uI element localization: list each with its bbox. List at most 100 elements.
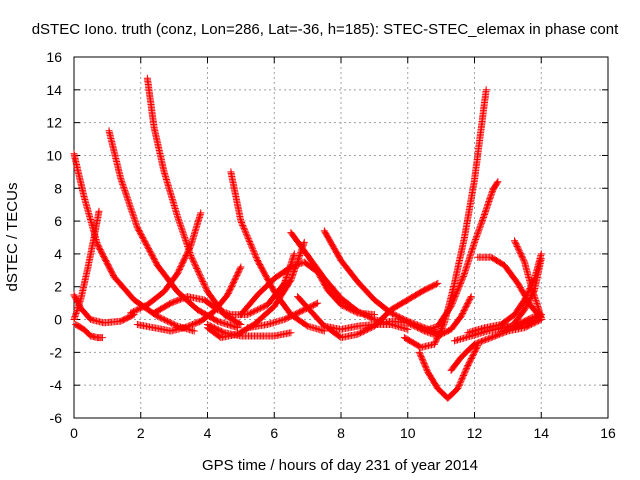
data-point [75, 323, 77, 326]
x-tick-label: 16 [600, 425, 616, 441]
data-point [437, 282, 439, 284]
x-tick-label: 8 [337, 425, 345, 441]
data-series [70, 74, 545, 402]
data-point [373, 318, 375, 321]
tick-marks [73, 56, 609, 419]
data-point [373, 314, 375, 316]
data-point [517, 282, 519, 284]
data-point [407, 328, 409, 330]
data-point [524, 309, 526, 311]
x-tick-label: 10 [400, 425, 416, 441]
data-point [327, 289, 329, 291]
y-tick-label: 12 [46, 115, 62, 131]
x-axis-title: GPS time / hours of day 231 of year 2014 [202, 457, 478, 474]
data-point [273, 335, 275, 337]
data-point [290, 332, 292, 334]
y-tick-label: 0 [54, 312, 62, 328]
data-point [490, 337, 492, 339]
data-point [483, 327, 486, 329]
series-5 [105, 127, 241, 332]
data-point [156, 315, 158, 317]
data-point [93, 236, 95, 239]
data-point [257, 259, 259, 262]
data-point [247, 327, 249, 329]
data-point [443, 322, 446, 324]
data-point [407, 299, 409, 301]
data-point [133, 299, 135, 301]
data-point [108, 130, 110, 132]
y-tick-label: -4 [50, 377, 63, 393]
data-point [447, 397, 449, 399]
data-point [206, 327, 209, 329]
data-point [240, 220, 242, 222]
data-point [170, 330, 172, 332]
data-point [403, 337, 405, 339]
data-point [323, 277, 325, 280]
data-point [323, 330, 325, 332]
data-point [240, 266, 242, 268]
series-29 [497, 311, 545, 332]
data-point [290, 266, 292, 268]
data-point [206, 291, 209, 293]
data-point [300, 310, 302, 312]
data-point [153, 312, 155, 314]
data-point [540, 258, 542, 260]
data-point [457, 387, 459, 390]
data-point [273, 291, 275, 293]
data-point [420, 346, 422, 348]
data-point [96, 243, 98, 245]
data-point [307, 254, 309, 257]
data-point [193, 330, 195, 332]
series-21 [415, 342, 482, 402]
data-point [156, 264, 158, 266]
data-point [103, 322, 105, 324]
x-tick-label: 6 [270, 425, 278, 441]
series-3 [70, 207, 103, 323]
data-point [236, 327, 239, 329]
data-point [463, 236, 466, 239]
data-point [200, 212, 202, 214]
x-tick-label: 2 [137, 425, 145, 441]
data-point [390, 320, 392, 322]
data-point [540, 253, 542, 255]
x-tick-label: 4 [204, 425, 212, 441]
data-point [450, 369, 452, 371]
data-point [418, 351, 420, 353]
data-point [524, 261, 526, 263]
data-point [83, 195, 85, 198]
x-tick-label: 0 [70, 425, 78, 441]
data-point [450, 328, 452, 330]
y-tick-label: 2 [54, 279, 62, 295]
series-22 [420, 178, 502, 335]
y-tick-labels: -6 -4 -2 0 2 4 6 8 10 12 14 16 [46, 49, 62, 426]
data-point [513, 314, 516, 316]
data-point [423, 330, 425, 332]
data-point [507, 330, 509, 332]
y-tick-label: 8 [54, 180, 62, 196]
data-point [220, 337, 222, 339]
data-point [427, 371, 429, 373]
data-point [340, 304, 342, 306]
y-tick-label: 6 [54, 213, 62, 229]
data-point [146, 77, 148, 79]
x-tick-label: 12 [467, 425, 483, 441]
y-tick-label: 10 [46, 147, 62, 163]
data-point [463, 273, 466, 275]
data-point [473, 179, 476, 181]
data-point [473, 343, 476, 345]
data-point [290, 279, 292, 281]
data-point [273, 305, 275, 307]
data-point [130, 312, 132, 314]
data-point [83, 328, 85, 330]
data-point [257, 294, 259, 296]
data-point [190, 254, 192, 257]
data-point [357, 325, 359, 327]
data-point [230, 171, 232, 173]
data-point [453, 340, 456, 342]
data-point [310, 310, 312, 312]
data-point [540, 314, 542, 316]
data-point [257, 335, 259, 337]
data-point [120, 320, 122, 322]
data-point [90, 335, 92, 337]
